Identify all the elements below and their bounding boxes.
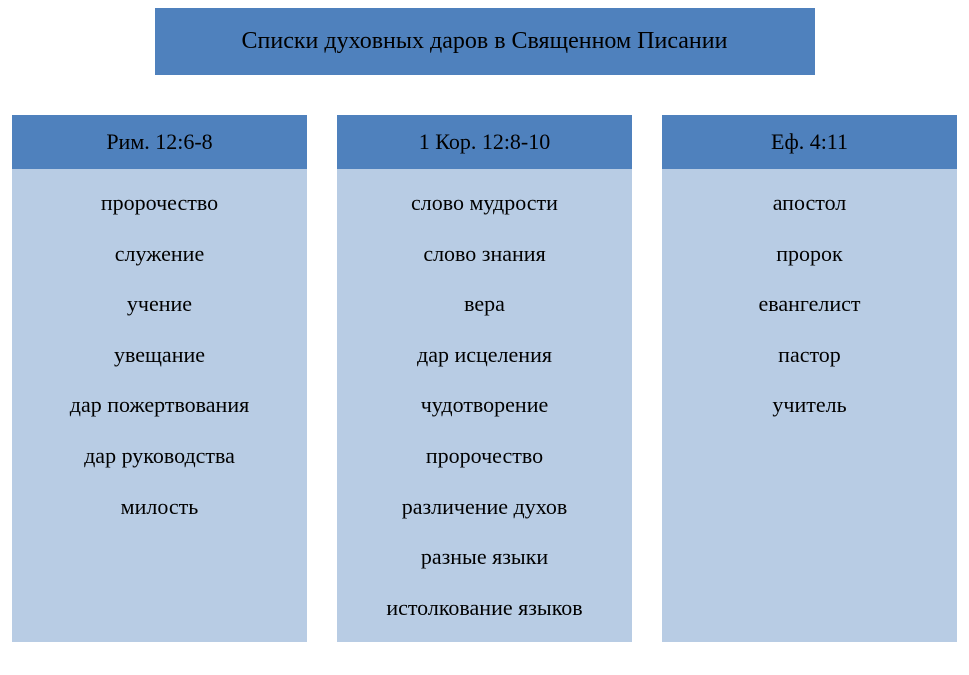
- gift-item: учение: [20, 290, 299, 319]
- gift-item: евангелист: [670, 290, 949, 319]
- gift-item: пророчество: [20, 189, 299, 218]
- columns-container: Рим. 12:6-8 пророчество служение учение …: [12, 115, 957, 642]
- column-body: апостол пророк евангелист пастор учитель: [662, 169, 957, 642]
- column-body: слово мудрости слово знания вера дар исц…: [337, 169, 632, 642]
- gift-item: дар руководства: [20, 442, 299, 471]
- page-title: Списки духовных даров в Священном Писани…: [155, 8, 815, 75]
- gift-item: разные языки: [345, 543, 624, 572]
- column-header: 1 Кор. 12:8-10: [337, 115, 632, 169]
- column-corinthians: 1 Кор. 12:8-10 слово мудрости слово знан…: [337, 115, 632, 642]
- gift-item: дар исцеления: [345, 341, 624, 370]
- gift-item: истолкование языков: [345, 594, 624, 623]
- gift-item: пророк: [670, 240, 949, 269]
- gift-item: увещание: [20, 341, 299, 370]
- gift-item: слово знания: [345, 240, 624, 269]
- column-body: пророчество служение учение увещание дар…: [12, 169, 307, 642]
- gift-item: милость: [20, 493, 299, 522]
- column-romans: Рим. 12:6-8 пророчество служение учение …: [12, 115, 307, 642]
- gift-item: различение духов: [345, 493, 624, 522]
- gift-item: слово мудрости: [345, 189, 624, 218]
- column-header: Еф. 4:11: [662, 115, 957, 169]
- gift-item: учитель: [670, 391, 949, 420]
- gift-item: пророчество: [345, 442, 624, 471]
- gift-item: дар пожертвования: [20, 391, 299, 420]
- gift-item: пастор: [670, 341, 949, 370]
- column-ephesians: Еф. 4:11 апостол пророк евангелист пасто…: [662, 115, 957, 642]
- column-header: Рим. 12:6-8: [12, 115, 307, 169]
- gift-item: чудотворение: [345, 391, 624, 420]
- gift-item: вера: [345, 290, 624, 319]
- gift-item: апостол: [670, 189, 949, 218]
- gift-item: служение: [20, 240, 299, 269]
